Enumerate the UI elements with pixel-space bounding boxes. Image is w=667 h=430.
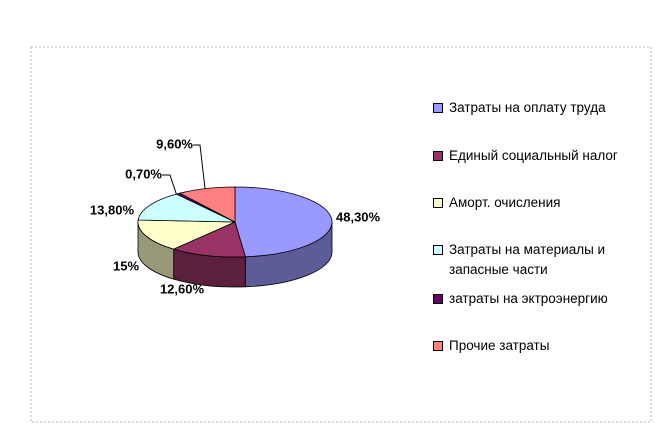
legend-label: Прочие затраты <box>449 338 550 353</box>
leader-line <box>193 144 207 198</box>
legend-item: Прочие затраты <box>433 336 655 356</box>
legend-swatch <box>433 294 443 304</box>
legend-swatch <box>433 151 443 161</box>
data-label: 9,60% <box>156 136 193 151</box>
plot-frame <box>30 46 652 423</box>
legend-swatch <box>433 103 443 113</box>
pie-slice <box>137 193 236 223</box>
legend-label: Затраты на материалы и запасные части <box>449 242 606 277</box>
pie-slice <box>137 219 236 250</box>
legend-label: Аморт. очисления <box>449 195 561 210</box>
legend-item: Аморт. очисления <box>433 193 655 213</box>
legend-swatch <box>433 341 443 351</box>
legend-label: Затраты на оплату труда <box>449 100 606 115</box>
legend-item: Затраты на оплату труда <box>433 98 655 118</box>
legend-item: Затраты на материалы и запасные части <box>433 240 655 280</box>
pie-slice <box>178 186 236 223</box>
legend-swatch <box>433 198 443 208</box>
pie-slice <box>234 186 333 258</box>
leader-line <box>162 174 178 197</box>
legend-label: затраты на эктроэнергию <box>449 291 608 306</box>
data-label: 0,70% <box>125 166 162 181</box>
legend-item: Единый социальный налог <box>433 146 655 166</box>
data-label: 12,60% <box>160 281 205 296</box>
legend-label: Единый социальный налог <box>449 148 618 163</box>
legend-swatch <box>433 245 443 255</box>
data-label: 48,30% <box>336 209 381 224</box>
legend-item: затраты на эктроэнергию <box>433 289 655 309</box>
data-label: 15% <box>113 258 139 273</box>
data-label: 13,80% <box>90 202 135 217</box>
pie-slice <box>172 221 246 258</box>
